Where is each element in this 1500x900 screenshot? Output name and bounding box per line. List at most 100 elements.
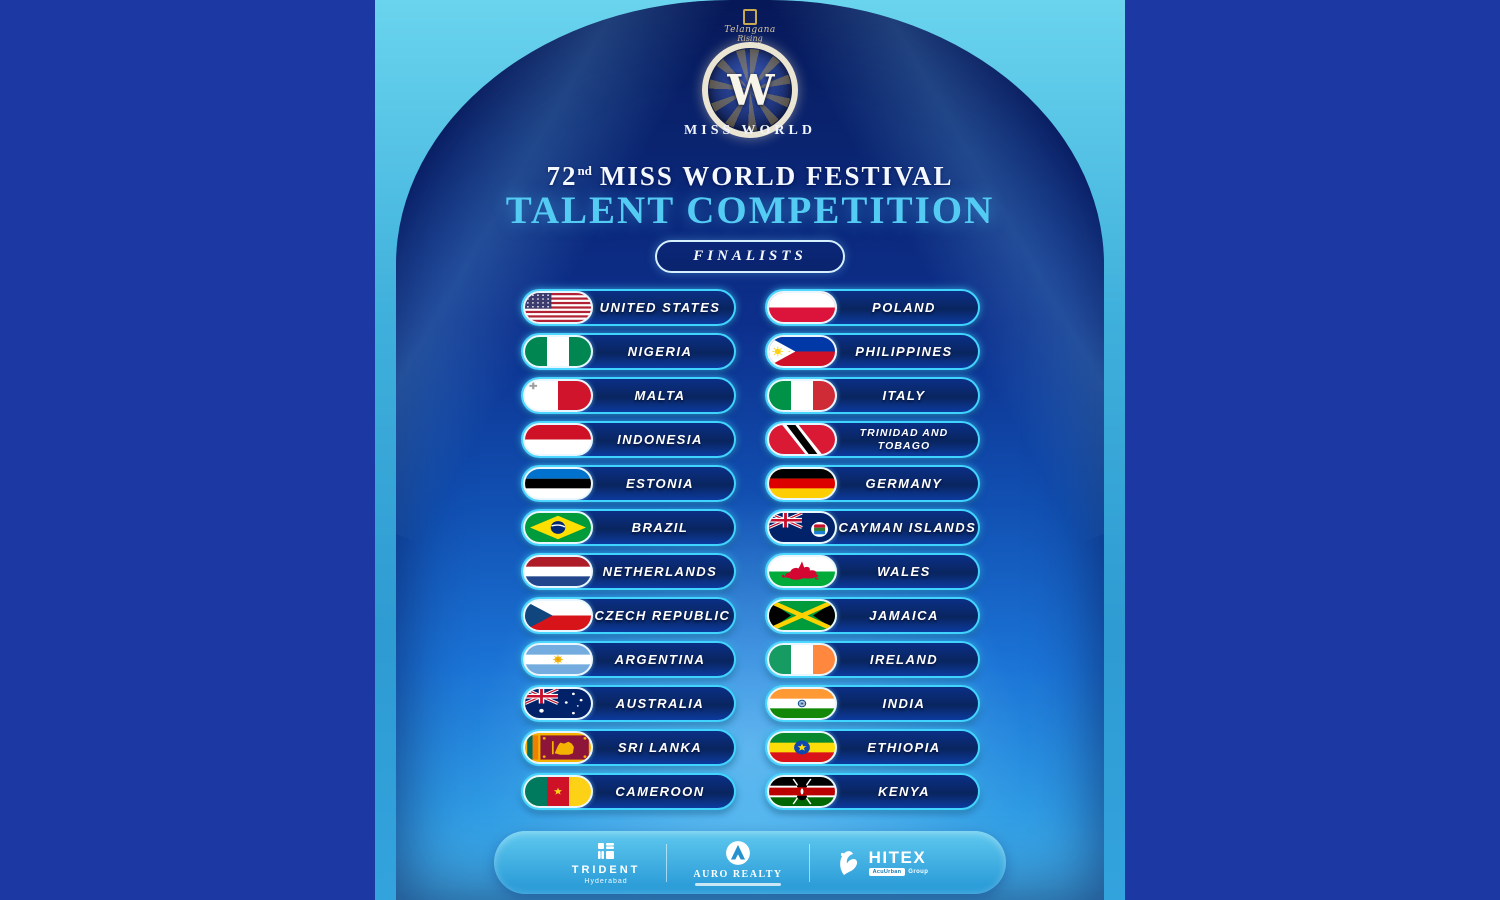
country-label: NETHERLANDS	[602, 564, 718, 579]
flag-br-icon	[522, 511, 593, 544]
flag-us-icon	[522, 291, 593, 324]
country-pill-us: UNITED STATES	[520, 289, 736, 326]
flag-pl-icon	[766, 291, 837, 324]
flag-ee-icon	[522, 467, 593, 500]
country-label: CZECH REPUBLIC	[594, 608, 731, 623]
country-pill-ph: PHILIPPINES	[764, 333, 980, 370]
country-label: SRI LANKA	[617, 740, 703, 755]
auro-realty-logo-icon	[726, 840, 750, 865]
flag-nl-icon	[522, 555, 593, 588]
sponsor-bar: TRIDENT Hyderabad AURO REALTY HITEX AcuU…	[494, 831, 1006, 894]
finalists-column-left: UNITED STATES NIGERIA MALTA INDONESIA ESTONI…	[520, 289, 736, 810]
hitex-text-block: HITEX AcuUrban Group	[868, 848, 929, 876]
miss-world-monogram: W	[727, 65, 774, 115]
event-title-ordinal: nd	[577, 163, 592, 178]
hitex-suffix: Group	[908, 869, 929, 875]
event-title-text: MISS WORLD FESTIVAL	[599, 161, 954, 191]
auro-realty-tagline	[694, 882, 781, 886]
flag-ph-icon	[766, 335, 837, 368]
crest-frame-icon	[743, 9, 757, 25]
crest-script-line1: Telangana	[724, 25, 776, 35]
auro-realty-name: AURO REALTY	[693, 868, 783, 880]
country-pill-ie: IRELAND	[764, 641, 980, 678]
country-label: GERMANY	[865, 476, 943, 491]
trident-sublabel: Hyderabad	[584, 878, 628, 885]
flag-id-icon	[522, 423, 593, 456]
country-pill-tt: TRINIDAD AND TOBAGO	[764, 421, 980, 458]
country-label: INDONESIA	[617, 432, 703, 447]
country-label: IRELAND	[869, 652, 939, 667]
trident-name: TRIDENT	[571, 864, 641, 876]
flag-in-icon	[766, 687, 837, 720]
country-label: ARGENTINA	[614, 652, 706, 667]
country-label: KENYA	[877, 784, 931, 799]
country-pill-br: BRAZIL	[520, 509, 736, 546]
country-pill-et: ETHIOPIA	[764, 729, 980, 766]
country-pill-id: INDONESIA	[520, 421, 736, 458]
flag-et-icon	[766, 731, 837, 764]
flag-jm-icon	[766, 599, 837, 632]
country-pill-ng: NIGERIA	[520, 333, 736, 370]
hitex-subline: AcuUrban Group	[868, 868, 929, 876]
country-pill-au: AUSTRALIA	[520, 685, 736, 722]
flag-ng-icon	[522, 335, 593, 368]
country-label: BRAZIL	[631, 520, 689, 535]
flag-it-icon	[766, 379, 837, 412]
country-label: CAYMAN ISLANDS	[838, 520, 977, 535]
country-pill-nl: NETHERLANDS	[520, 553, 736, 590]
flag-au-icon	[522, 687, 593, 720]
country-pill-pl: POLAND	[764, 289, 980, 326]
country-pill-in: INDIA	[764, 685, 980, 722]
country-pill-mt: MALTA	[520, 377, 736, 414]
poster-panel: Telangana Rising W MISS WORLD 72nd MISS W…	[375, 0, 1125, 900]
poster-content: Telangana Rising W MISS WORLD 72nd MISS W…	[375, 0, 1125, 900]
competition-title: TALENT COMPETITION	[505, 189, 995, 232]
hitex-badge: AcuUrban	[868, 868, 906, 876]
flag-lk-icon	[522, 731, 593, 764]
telangana-crest: Telangana Rising	[375, 9, 1125, 44]
country-pill-cm: CAMEROON	[520, 773, 736, 810]
country-label: PHILIPPINES	[855, 344, 953, 359]
hitex-name: HITEX	[868, 848, 927, 867]
country-pill-ky: CAYMAN ISLANDS	[764, 509, 980, 546]
crest-script-line2: Rising	[737, 34, 763, 44]
country-label: JAMAICA	[869, 608, 939, 623]
sponsor-trident: TRIDENT Hyderabad	[572, 840, 641, 885]
finalists-grid: UNITED STATES NIGERIA MALTA INDONESIA ESTONI…	[375, 289, 1125, 810]
flag-wls-icon	[766, 555, 837, 588]
country-pill-jm: JAMAICA	[764, 597, 980, 634]
country-label: INDIA	[882, 696, 926, 711]
country-pill-it: ITALY	[764, 377, 980, 414]
country-pill-de: GERMANY	[764, 465, 980, 502]
trident-logo-icon	[598, 843, 615, 859]
country-label: AUSTRALIA	[615, 696, 705, 711]
event-title: 72nd MISS WORLD FESTIVAL	[375, 161, 1125, 192]
flag-tt-icon	[766, 423, 837, 456]
sponsor-divider	[666, 843, 668, 882]
flag-ke-icon	[766, 775, 837, 808]
hitex-logo-icon	[839, 850, 857, 875]
country-label: CAMEROON	[615, 784, 705, 799]
finalists-column-right: POLAND PHILIPPINES ITALY TRINIDAD AND TOBAG…	[764, 289, 980, 810]
country-label: ETHIOPIA	[867, 740, 941, 755]
flag-ie-icon	[766, 643, 837, 676]
sponsor-auro-realty: AURO REALTY	[693, 840, 782, 886]
flag-ky-icon	[766, 511, 837, 544]
country-pill-ke: KENYA	[764, 773, 980, 810]
event-title-number: 72	[546, 161, 578, 191]
country-pill-ee: ESTONIA	[520, 465, 736, 502]
country-label: WALES	[877, 564, 931, 579]
country-pill-wls: WALES	[764, 553, 980, 590]
flag-cz-icon	[522, 599, 593, 632]
country-label: UNITED STATES	[599, 300, 721, 315]
flag-ar-icon	[522, 643, 593, 676]
country-label: NIGERIA	[627, 344, 693, 359]
country-pill-lk: SRI LANKA	[520, 729, 736, 766]
sponsor-divider	[808, 843, 810, 882]
country-pill-ar: ARGENTINA	[520, 641, 736, 678]
miss-world-wordmark: MISS WORLD	[684, 123, 816, 138]
flag-mt-icon	[522, 379, 593, 412]
country-pill-cz: CZECH REPUBLIC	[520, 597, 736, 634]
country-label: MALTA	[634, 388, 686, 403]
